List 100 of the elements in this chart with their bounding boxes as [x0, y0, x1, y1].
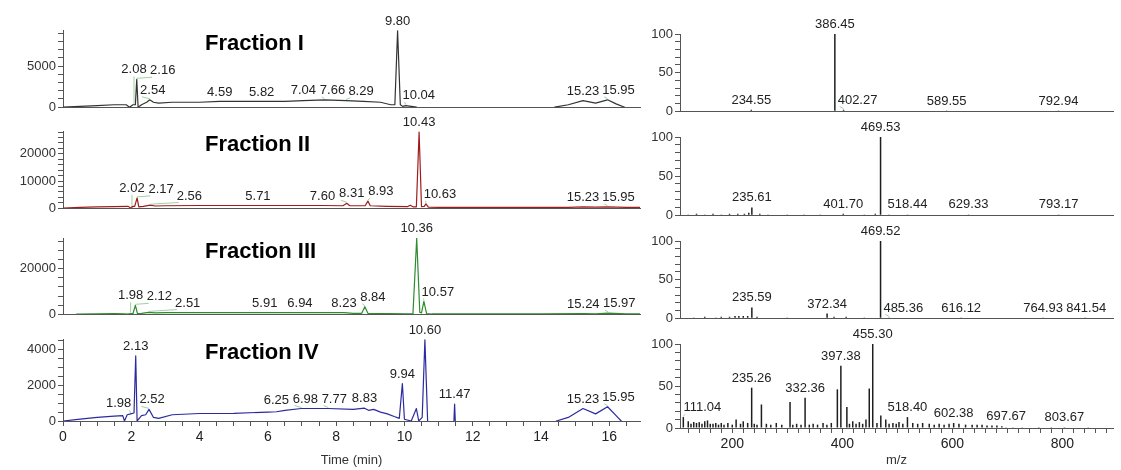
annotation: 6.25: [263, 391, 290, 407]
annotation: 10.04: [402, 86, 436, 102]
y-tick-label: 4000: [27, 341, 56, 357]
x-tick-label: 800: [1050, 435, 1075, 452]
annotation: 397.38: [820, 347, 861, 363]
x-axis-title: Time (min): [320, 451, 383, 467]
annotation: 2.02: [119, 179, 145, 195]
y-tick-label: 0: [48, 199, 56, 215]
y-tick-label: 0: [665, 309, 673, 325]
x-tick-label: 2: [127, 428, 136, 445]
y-tick-label: 0: [48, 98, 56, 114]
x-tick-label: 0: [59, 428, 68, 445]
annotation: 469.52: [860, 223, 901, 239]
annotation: 386.45: [814, 16, 855, 32]
x-tick-label: 600: [940, 435, 965, 452]
y-tick-label: 10000: [19, 172, 56, 188]
x-tick-label: 16: [601, 428, 618, 445]
annotation: 5.82: [249, 83, 275, 99]
annotation: 6.98: [292, 390, 318, 406]
annotation: 10.60: [408, 321, 442, 337]
x-tick-label: 6: [263, 428, 272, 445]
y-tick-label: 100: [651, 128, 673, 144]
annotation: 616.12: [941, 299, 982, 315]
y-tick-label: 2000: [27, 376, 56, 392]
annotation: 8.83: [351, 390, 378, 406]
y-tick-label: 50: [658, 167, 673, 183]
y-tick-label: 0: [665, 206, 673, 222]
y-tick-label: 0: [665, 102, 673, 118]
annotation: 235.59: [731, 289, 772, 305]
annotation: 8.31: [339, 185, 365, 201]
annotation: 2.54: [140, 81, 166, 97]
annotation: 2.52: [139, 391, 165, 407]
x-tick-label: 12: [464, 428, 481, 445]
annotation: 9.94: [389, 365, 416, 381]
annotation: 793.17: [1038, 196, 1079, 212]
annotation: 2.51: [175, 294, 201, 310]
annotation: 235.26: [731, 369, 772, 385]
annotation: 4.59: [207, 83, 233, 99]
annotation: 8.29: [348, 82, 374, 98]
annotation: 6.94: [287, 294, 313, 310]
annotation: 1.98: [117, 287, 144, 303]
annotation: 8.23: [331, 294, 357, 310]
annotation: 7.04: [290, 82, 317, 98]
annotation: 11.47: [438, 386, 471, 402]
annotation: 602.38: [933, 405, 974, 421]
annotation: 803.67: [1044, 409, 1085, 425]
y-tick-label: 20000: [19, 260, 56, 276]
annotation: 2.17: [148, 180, 174, 196]
annotation: 5.91: [252, 294, 278, 310]
annotation: 518.40: [887, 399, 928, 415]
annotation: 7.66: [319, 81, 346, 97]
annotation: 15.23: [566, 390, 600, 406]
y-tick-label: 50: [658, 64, 673, 80]
annotation: 372.34: [807, 295, 847, 311]
annotation: 518.44: [887, 196, 928, 212]
y-tick-label: 100: [651, 232, 673, 248]
annotation: 1.98: [105, 395, 132, 411]
annotation: 2.08: [121, 61, 147, 77]
x-tick-label: 200: [720, 435, 745, 452]
annotation: 402.27: [837, 91, 878, 107]
chart-title: Fraction IV: [204, 339, 319, 365]
x-axis-title: m/z: [886, 451, 907, 467]
annotation: 10.57: [421, 283, 455, 299]
annotation: 469.53: [860, 119, 901, 135]
y-tick-label: 20000: [19, 145, 56, 161]
y-tick-label: 0: [48, 412, 56, 428]
y-tick-label: 100: [651, 335, 673, 351]
annotation: 629.33: [948, 196, 989, 212]
y-tick-label: 5000: [27, 57, 56, 73]
annotation: 15.95: [602, 81, 635, 97]
annotation: 485.36: [883, 299, 924, 315]
annotation: 332.36: [785, 379, 825, 395]
chart-title: Fraction I: [204, 30, 304, 56]
annotation: 589.55: [926, 92, 967, 108]
annotation: 7.77: [321, 390, 347, 406]
x-tick-label: 14: [533, 428, 549, 445]
x-tick-label: 8: [332, 428, 341, 445]
annotation: 15.95: [602, 188, 635, 204]
annotation: 234.55: [731, 91, 772, 107]
annotation: 2.12: [146, 288, 173, 304]
annotation: 8.84: [360, 288, 386, 304]
annotation: 10.36: [400, 220, 433, 236]
annotation: 111.04: [683, 399, 722, 415]
annotation: 15.23: [566, 188, 600, 204]
annotation: 7.60: [309, 187, 336, 203]
annotation: 15.23: [566, 82, 600, 98]
y-tick-label: 0: [48, 305, 56, 321]
annotation: 764.93: [1023, 299, 1063, 315]
annotation: 15.24: [567, 295, 600, 311]
annotation: 10.43: [402, 114, 436, 130]
x-tick-label: 400: [830, 435, 855, 452]
annotation: 235.61: [731, 189, 772, 205]
chart-title: Fraction III: [204, 238, 317, 264]
annotation: 15.97: [602, 295, 636, 311]
annotation: 2.16: [150, 62, 176, 78]
annotation: 2.13: [123, 338, 149, 354]
y-tick-label: 50: [658, 377, 673, 393]
chart-title: Fraction II: [204, 131, 311, 157]
annotation: 2.56: [176, 187, 203, 203]
annotation: 697.67: [986, 407, 1026, 423]
